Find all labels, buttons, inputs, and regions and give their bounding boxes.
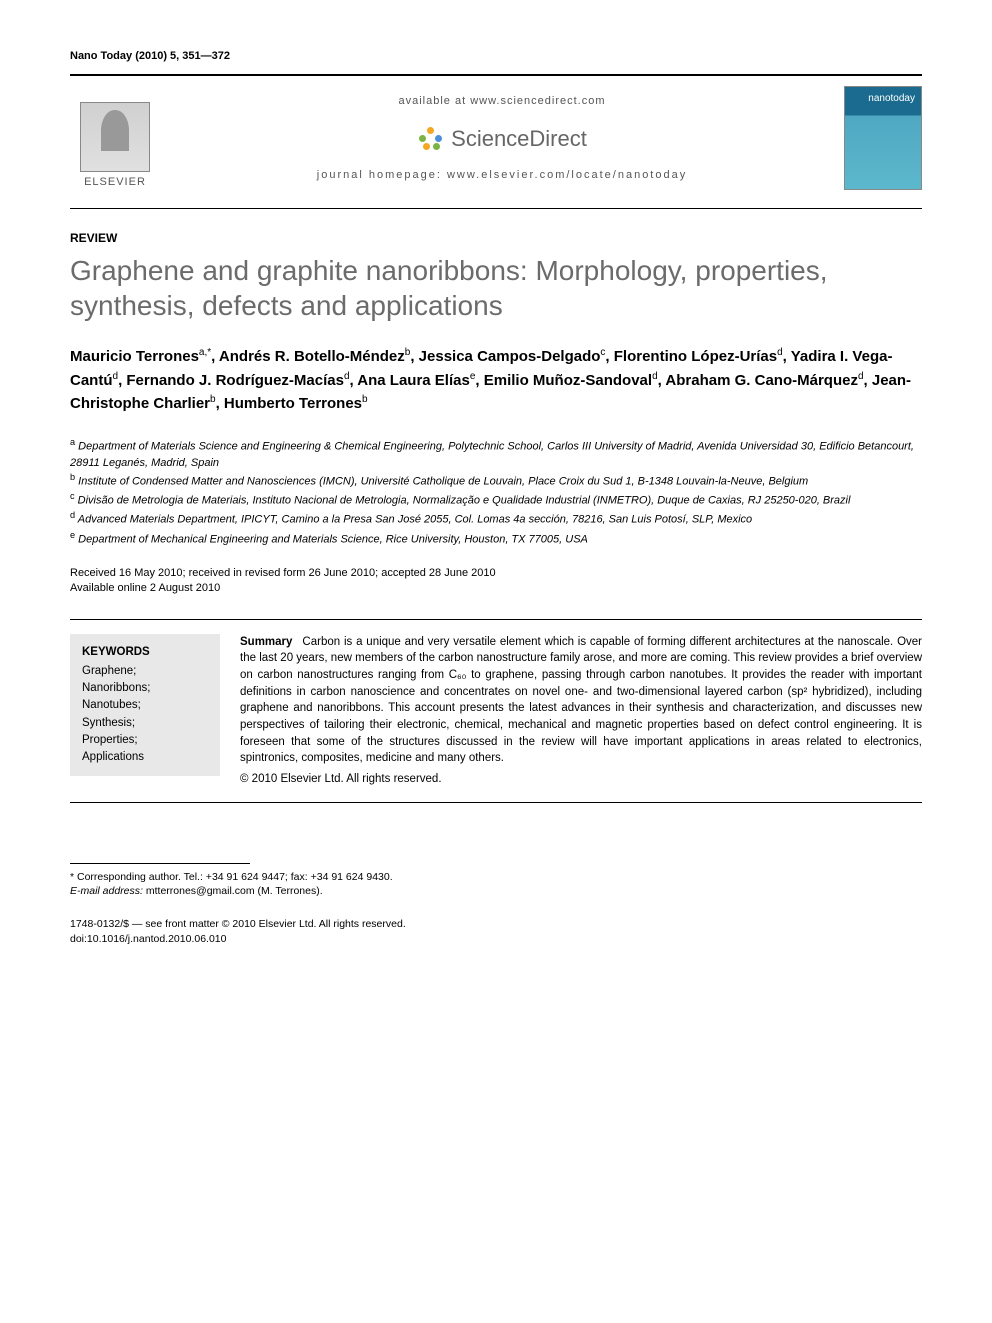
received-date: Received 16 May 2010; received in revise… (70, 566, 922, 581)
journal-homepage: journal homepage: www.elsevier.com/locat… (180, 169, 824, 181)
footnote-separator (70, 863, 250, 864)
corresponding-author: * Corresponding author. Tel.: +34 91 624… (70, 870, 922, 899)
front-matter: 1748-0132/$ — see front matter © 2010 El… (70, 917, 922, 946)
available-at-text: available at www.sciencedirect.com (180, 95, 824, 107)
header-center: available at www.sciencedirect.com Scien… (160, 95, 844, 181)
sciencedirect-logo: ScienceDirect (417, 125, 587, 153)
journal-cover-thumbnail (844, 86, 922, 190)
summary-body: Carbon is a unique and very versatile el… (240, 636, 922, 765)
affiliation-item: a Department of Materials Science and En… (70, 436, 922, 472)
article-dates: Received 16 May 2010; received in revise… (70, 566, 922, 597)
publisher-header: ELSEVIER available at www.sciencedirect.… (70, 74, 922, 209)
affiliation-item: b Institute of Condensed Matter and Nano… (70, 471, 922, 490)
affiliation-item: c Divisão de Metrologia de Materiais, In… (70, 490, 922, 509)
sciencedirect-text: ScienceDirect (451, 126, 587, 152)
keywords-items: Graphene;Nanoribbons;Nanotubes;Synthesis… (82, 663, 208, 767)
online-date: Available online 2 August 2010 (70, 581, 922, 596)
authors-list: Mauricio Terronesa,*, Andrés R. Botello-… (70, 345, 922, 416)
keyword-item: Nanoribbons; (82, 680, 208, 697)
elsevier-logo: ELSEVIER (70, 88, 160, 188)
corresponding-email-link[interactable]: mtterrones@gmail.com (146, 885, 255, 897)
elsevier-tree-icon (80, 102, 150, 172)
keyword-item: Nanotubes; (82, 697, 208, 714)
keywords-heading: KEYWORDS (82, 644, 208, 661)
article-title: Graphene and graphite nanoribbons: Morph… (70, 253, 922, 323)
keyword-item: Graphene; (82, 663, 208, 680)
keyword-item: Synthesis; (82, 715, 208, 732)
affiliation-item: d Advanced Materials Department, IPICYT,… (70, 509, 922, 528)
keyword-item: Properties; (82, 732, 208, 749)
summary-text: SummaryCarbon is a unique and very versa… (220, 634, 922, 788)
abstract-section: KEYWORDS Graphene;Nanoribbons;Nanotubes;… (70, 619, 922, 803)
article-type: REVIEW (70, 231, 922, 245)
corresponding-line: * Corresponding author. Tel.: +34 91 624… (70, 870, 922, 885)
keyword-item: Applications (82, 749, 208, 766)
keywords-box: KEYWORDS Graphene;Nanoribbons;Nanotubes;… (70, 634, 220, 777)
journal-citation: Nano Today (2010) 5, 351—372 (70, 50, 922, 62)
sciencedirect-dots-icon (417, 125, 445, 153)
summary-copyright: © 2010 Elsevier Ltd. All rights reserved… (240, 771, 922, 788)
doi-line: doi:10.1016/j.nantod.2010.06.010 (70, 932, 922, 947)
elsevier-label: ELSEVIER (84, 176, 146, 188)
email-suffix: (M. Terrones). (257, 885, 322, 897)
affiliations-list: a Department of Materials Science and En… (70, 436, 922, 548)
affiliation-item: e Department of Mechanical Engineering a… (70, 529, 922, 548)
summary-heading: Summary (240, 636, 292, 648)
front-matter-line: 1748-0132/$ — see front matter © 2010 El… (70, 917, 922, 932)
email-label: E-mail address: (70, 885, 143, 897)
